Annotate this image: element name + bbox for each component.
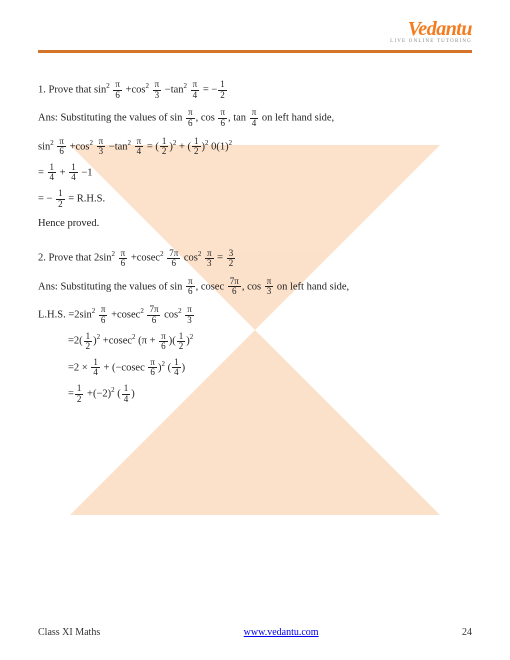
footer-page-number: 24 [462, 627, 472, 638]
q1-step3: = − 12 = R.H.S. [38, 189, 472, 209]
footer-class: Class XI Maths [38, 627, 100, 638]
q2-step4: =12 +(−2)2 (14) [68, 384, 472, 404]
answer-2-intro: Ans: Substituting the values of sin π6, … [38, 277, 472, 297]
q1-step1: sin2 π6 +cos2 π3 −tan2 π4 = (12)2 + (12)… [38, 137, 472, 157]
page-footer: Class XI Maths www.vedantu.com 24 [38, 627, 472, 638]
q1-step2: = 14 + 14 −1 [38, 163, 472, 183]
q2-step3: =2 × 14 + (−cosec π6)2 (14) [68, 358, 472, 378]
q2-step2: =2(12)2 +cosec2 (π + π6)(12)2 [68, 331, 472, 351]
question-1: 1. Prove that sin2 π6 +cos2 π3 −tan2 π4 … [38, 80, 472, 100]
footer-link[interactable]: www.vedantu.com [244, 627, 319, 638]
answer-1-intro: Ans: Substituting the values of sin π6, … [38, 108, 472, 128]
question-2: 2. Prove that 2sin2 π6 +cosec2 7π6 cos2 … [38, 248, 472, 268]
brand-tagline: LIVE ONLINE TUTORING [390, 39, 472, 44]
brand-logo: Vedantu LIVE ONLINE TUTORING [390, 18, 472, 44]
header-rule [38, 50, 472, 53]
brand-name: Vedantu [390, 18, 472, 41]
q2-step1: L.H.S. =2sin2 π6 +cosec2 7π6 cos2 π3 [38, 305, 472, 325]
document-body: 1. Prove that sin2 π6 +cos2 π3 −tan2 π4 … [38, 80, 472, 405]
q1-qed: Hence proved. [38, 215, 472, 234]
